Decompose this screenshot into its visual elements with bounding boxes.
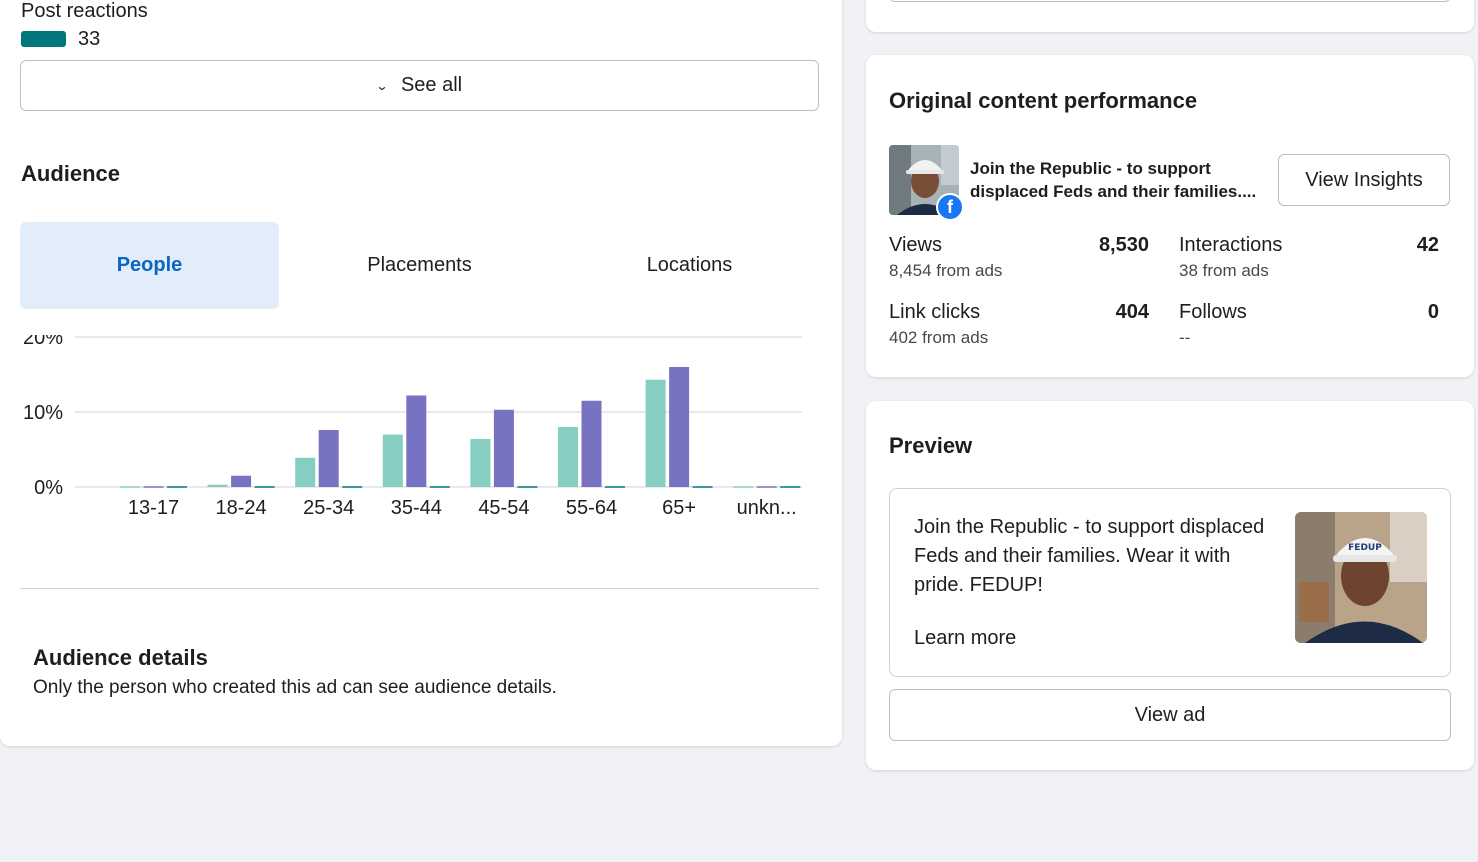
- chart-bar[interactable]: [517, 486, 538, 488]
- metric-link-clicks-label: Link clicks: [889, 301, 981, 323]
- audience-details-text: Only the person who created this ad can …: [33, 677, 557, 698]
- ad-preview-text: Join the Republic - to support displaced…: [914, 516, 1265, 596]
- audience-title: Audience: [21, 161, 121, 186]
- chevron-down-icon: ⌄: [375, 78, 389, 93]
- metric-follows-sub: --: [1179, 328, 1191, 347]
- chart-bar[interactable]: [605, 486, 625, 488]
- x-tick-label: 45-54: [478, 497, 529, 519]
- chart-bar[interactable]: [231, 475, 252, 487]
- previous-card-button[interactable]: [889, 0, 1451, 2]
- post-reactions-swatch: [21, 31, 66, 47]
- metric-link-clicks-value: 404: [1115, 301, 1149, 323]
- x-tick-label: 25-34: [303, 497, 354, 519]
- chart-bar[interactable]: [406, 395, 427, 488]
- view-ad-button[interactable]: View ad: [889, 689, 1451, 741]
- post-text[interactable]: Join the Republic - to support displaced…: [970, 159, 1257, 201]
- chart-bar[interactable]: [493, 409, 514, 487]
- post-reactions-label: Post reactions: [21, 0, 148, 22]
- ad-insights-card: Post reactions 33 ⌄ See all Audience Peo…: [0, 0, 842, 746]
- chart-bar[interactable]: [645, 379, 666, 487]
- post-reactions-count: 33: [78, 28, 101, 50]
- chart-bar[interactable]: [254, 486, 275, 488]
- preview-title: Preview: [889, 433, 973, 458]
- original-content-performance-card: Original content performance f Join the …: [866, 55, 1474, 377]
- chart-bar[interactable]: [120, 486, 140, 488]
- facebook-icon: f: [936, 193, 964, 221]
- metric-interactions-sub: 38 from ads: [1179, 261, 1269, 280]
- metric-follows-value: 0: [1427, 301, 1439, 323]
- chart-bar[interactable]: [558, 427, 578, 487]
- chart-bar[interactable]: [669, 367, 690, 487]
- ad-preview[interactable]: Join the Republic - to support displaced…: [889, 488, 1451, 677]
- y-tick-label: 0%: [34, 477, 63, 499]
- see-all-button[interactable]: ⌄ See all: [20, 60, 819, 111]
- ad-preview-image[interactable]: FEDUP: [1295, 512, 1427, 643]
- chart-bar[interactable]: [143, 486, 164, 488]
- chart-bar[interactable]: [167, 486, 187, 488]
- chart-bar[interactable]: [692, 486, 713, 488]
- metric-follows-label: Follows: [1179, 301, 1247, 323]
- chart-bar[interactable]: [207, 484, 228, 487]
- preview-card: Preview Join the Republic - to support d…: [866, 401, 1474, 770]
- chart-bar[interactable]: [780, 486, 801, 488]
- tab-people[interactable]: People: [20, 222, 279, 309]
- chart-bar[interactable]: [318, 430, 339, 487]
- learn-more-link[interactable]: Learn more: [914, 627, 1017, 649]
- chart-bar[interactable]: [382, 434, 403, 488]
- chart-bar[interactable]: [342, 486, 363, 488]
- metric-interactions-label: Interactions: [1179, 234, 1283, 256]
- chart-bar[interactable]: [581, 400, 602, 487]
- performance-title: Original content performance: [889, 88, 1198, 113]
- previous-card-bottom: [866, 0, 1474, 32]
- chart-bar[interactable]: [733, 486, 754, 488]
- metric-views-sub: 8,454 from ads: [889, 261, 1003, 280]
- post-thumbnail[interactable]: [889, 145, 959, 215]
- x-tick-label: 55-64: [566, 497, 617, 519]
- y-tick-label: 10%: [23, 402, 63, 424]
- chart-bar[interactable]: [756, 486, 777, 488]
- tab-locations[interactable]: Locations: [646, 254, 733, 276]
- chart-bar[interactable]: [470, 439, 491, 487]
- chart-bar[interactable]: [429, 486, 450, 488]
- chart-bar[interactable]: [295, 457, 316, 487]
- metric-views-value: 8,530: [1098, 234, 1149, 256]
- see-all-label: See all: [400, 74, 463, 96]
- x-tick-label: unkn...: [737, 497, 797, 519]
- section-divider: [20, 588, 819, 589]
- x-tick-label: 13-17: [128, 497, 179, 519]
- x-tick-label: 18-24: [216, 497, 267, 519]
- audience-details-title: Audience details: [33, 645, 208, 670]
- x-tick-label: 35-44: [391, 497, 442, 519]
- metric-views-label: Views: [889, 234, 942, 256]
- hat-logo-text: FEDUP: [1348, 543, 1382, 553]
- metric-link-clicks-sub: 402 from ads: [889, 328, 989, 347]
- view-insights-button[interactable]: View Insights: [1278, 154, 1450, 206]
- tab-placements[interactable]: Placements: [367, 254, 472, 276]
- y-tick-label: 20%: [23, 335, 63, 349]
- x-tick-label: 65+: [662, 497, 696, 519]
- metric-interactions-value: 42: [1416, 234, 1439, 256]
- audience-age-chart: 20% 10% 0% 13-17 18-24 25-34 35-44 45-54 55-64 65…: [23, 335, 802, 519]
